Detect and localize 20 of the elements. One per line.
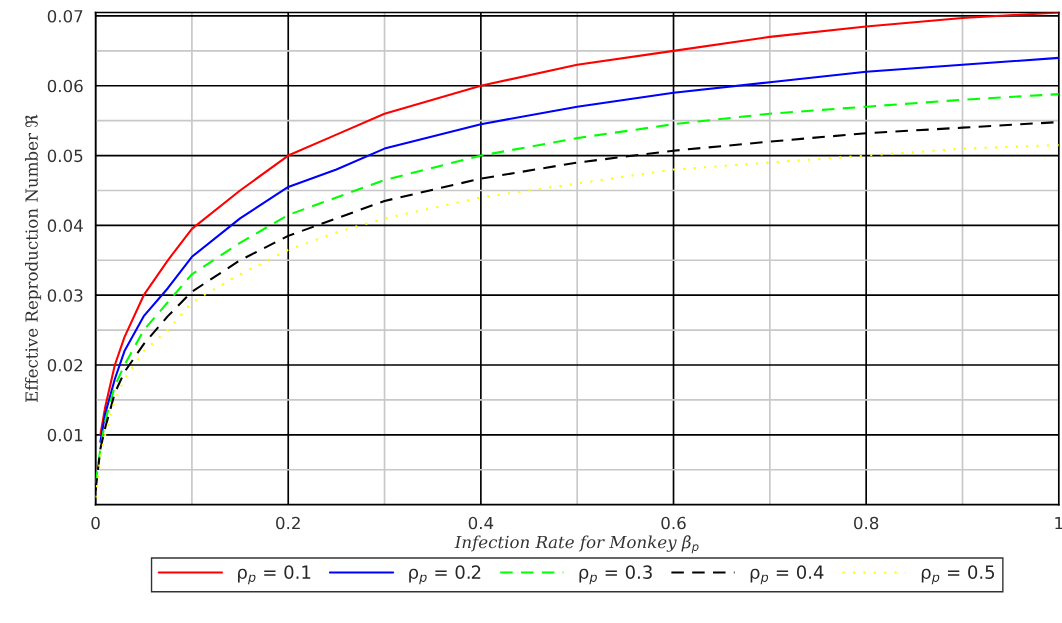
y-tick-label: 0.01: [47, 428, 83, 442]
y-tick-label: 0.05: [47, 149, 83, 163]
y-tick-label: 0.04: [47, 219, 83, 232]
x-axis-title: Infection Rate for Monkey β$_{p}$: [454, 535, 699, 554]
legend-label: ρ$_{p}$ = 0.2: [409, 565, 481, 585]
y-tick-label: 0.02: [47, 358, 83, 372]
y-tick-label: 0.06: [47, 79, 83, 93]
y-tick-label: 0.07: [47, 9, 83, 23]
x-tick-label: 0.4: [468, 516, 494, 530]
y-axis-title: Effective Reproduction Number ℜ: [24, 114, 42, 402]
x-tick-label: 0: [91, 516, 100, 530]
legend-label: ρ$_{p}$ = 0.5: [921, 565, 995, 585]
x-tick-label: 1: [1055, 516, 1062, 530]
legend-label: ρ$_{p}$ = 0.1: [238, 565, 311, 585]
x-tick-label: 0.8: [854, 516, 879, 530]
legend-label: ρ$_{p}$ = 0.4: [750, 565, 824, 585]
x-tick-label: 0.2: [276, 516, 300, 530]
legend-label: ρ$_{p}$ = 0.3: [579, 565, 652, 585]
x-tick-label: 0.6: [661, 516, 686, 530]
y-tick-label: 0.03: [47, 289, 83, 302]
